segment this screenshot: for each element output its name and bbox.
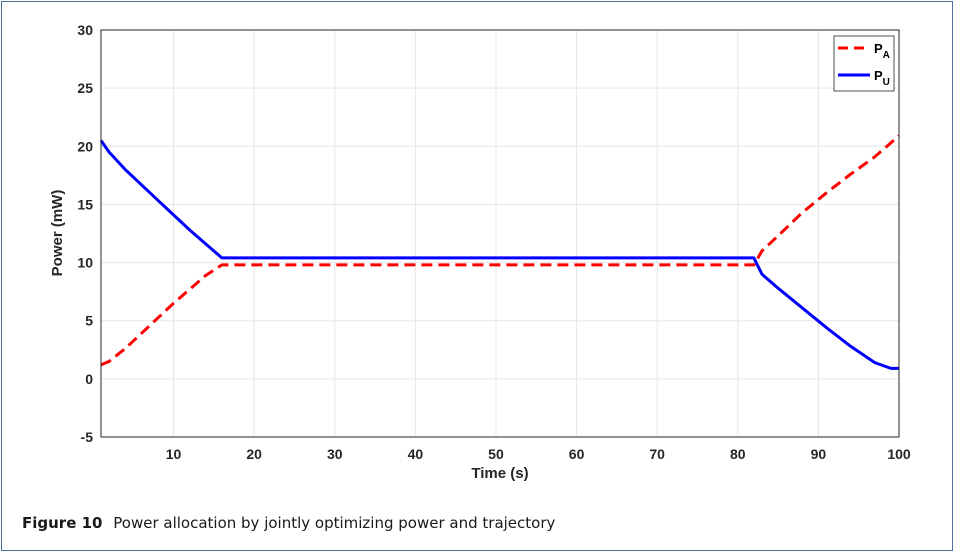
tick-labels: 10 20 30 40 50 60 70 80 90 100 -5 0 5 10 15 20 25 30 bbox=[77, 22, 910, 462]
x-tick-label: 70 bbox=[649, 446, 665, 462]
x-tick-label: 100 bbox=[887, 446, 911, 462]
figure-label: Figure 10 bbox=[22, 514, 103, 532]
y-tick-label: -5 bbox=[81, 429, 94, 445]
x-tick-label: 20 bbox=[246, 446, 262, 462]
plot-area bbox=[101, 30, 899, 437]
x-tick-label: 10 bbox=[166, 446, 182, 462]
y-tick-label: 15 bbox=[77, 196, 93, 212]
series-line-pu bbox=[99, 139, 899, 370]
legend-label-pa: PA bbox=[874, 41, 890, 61]
figure-caption: Figure 10 Power allocation by jointly op… bbox=[22, 514, 555, 532]
series-line-pa bbox=[100, 134, 900, 367]
power-allocation-chart: 10 20 30 40 50 60 70 80 90 100 -5 0 5 10 15 20 25 30 Time… bbox=[49, 22, 911, 482]
x-axis-label: Time (s) bbox=[471, 465, 528, 482]
legend-box bbox=[833, 35, 895, 92]
series-lines bbox=[99, 134, 900, 370]
y-tick-label: 5 bbox=[85, 313, 93, 329]
y-tick-label: 25 bbox=[77, 80, 93, 96]
legend: PA PU bbox=[833, 35, 895, 92]
x-tick-label: 90 bbox=[811, 446, 827, 462]
x-tick-label: 40 bbox=[408, 446, 424, 462]
y-tick-label: 0 bbox=[85, 371, 93, 387]
x-tick-label: 50 bbox=[488, 446, 504, 462]
x-tick-label: 30 bbox=[327, 446, 343, 462]
x-tick-label: 60 bbox=[569, 446, 585, 462]
plot-box bbox=[100, 29, 900, 438]
figure-caption-text: Power allocation by jointly optimizing p… bbox=[113, 514, 556, 532]
y-tick-label: 20 bbox=[77, 138, 93, 154]
legend-label-pu: PU bbox=[874, 68, 890, 88]
x-tick-label: 80 bbox=[730, 446, 746, 462]
y-tick-label: 30 bbox=[77, 22, 93, 38]
y-tick-label: 10 bbox=[77, 255, 93, 271]
y-axis-label: Power (mW) bbox=[49, 190, 66, 277]
